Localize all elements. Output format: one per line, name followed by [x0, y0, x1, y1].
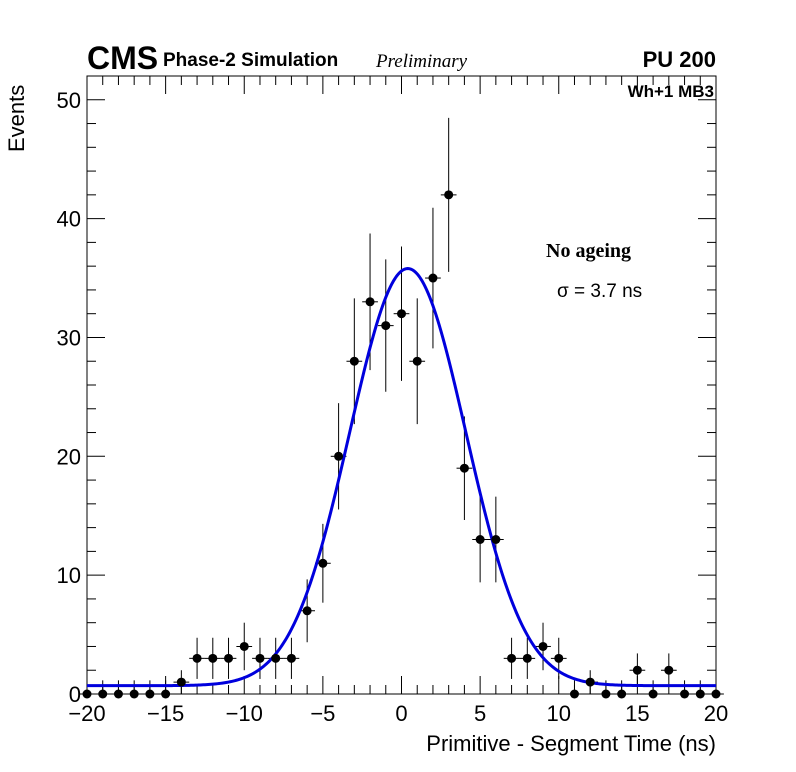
- x-tick-label: −15: [147, 701, 184, 726]
- y-tick-label: 30: [57, 325, 81, 350]
- data-point: [632, 665, 642, 675]
- ageing-label: No ageing: [546, 240, 631, 262]
- cms-logo: CMS: [87, 40, 159, 76]
- data-point: [554, 653, 564, 663]
- data-point: [428, 273, 438, 283]
- data-point: [711, 689, 721, 699]
- data-point: [192, 653, 202, 663]
- x-tick-label: 5: [474, 701, 486, 726]
- x-tick-labels: −20 −15 −10 −5 0 5 10 15 20: [68, 701, 728, 726]
- data-point: [695, 689, 705, 699]
- station-label: Wh+1 MB3: [627, 82, 714, 101]
- error-bars: [79, 117, 724, 695]
- x-tick-label: 20: [704, 701, 728, 726]
- gaussian-fit-curve: [87, 267, 716, 688]
- y-tick-label: 40: [57, 207, 81, 232]
- y-tick-label: 0: [69, 682, 81, 707]
- data-point: [459, 463, 469, 473]
- x-tick-label: −5: [310, 701, 335, 726]
- data-point: [145, 689, 155, 699]
- data-point: [224, 653, 234, 663]
- data-point: [538, 641, 548, 651]
- data-point: [648, 689, 658, 699]
- data-point: [208, 653, 218, 663]
- data-point: [601, 689, 611, 699]
- data-point: [176, 677, 186, 687]
- y-tick-labels: 0 10 20 30 40 50: [57, 88, 81, 707]
- data-point: [680, 689, 690, 699]
- data-point: [412, 356, 422, 366]
- data-point: [271, 653, 281, 663]
- data-point: [129, 689, 139, 699]
- sigma-label: σ = 3.7 ns: [557, 281, 643, 302]
- pileup-label: PU 200: [642, 47, 716, 72]
- data-point: [397, 309, 406, 319]
- data-point: [82, 689, 92, 699]
- data-points: [82, 190, 721, 699]
- preliminary-label: Preliminary: [376, 51, 468, 72]
- data-point: [255, 653, 265, 663]
- data-point: [381, 321, 391, 331]
- data-point: [239, 641, 249, 651]
- x-tick-label: −10: [226, 701, 263, 726]
- data-point: [349, 356, 359, 366]
- x-tick-label: 0: [395, 701, 407, 726]
- y-tick-label: 50: [57, 88, 81, 113]
- x-tick-label: −20: [68, 701, 105, 726]
- data-point: [522, 653, 532, 663]
- data-point: [569, 689, 579, 699]
- data-point: [444, 190, 454, 200]
- data-point: [161, 689, 171, 699]
- x-tick-label: 15: [625, 701, 649, 726]
- x-axis-title: Primitive - Segment Time (ns): [426, 731, 716, 756]
- plot-frame: [86, 75, 717, 695]
- data-point: [585, 677, 595, 687]
- data-point: [318, 558, 328, 568]
- data-point: [507, 653, 517, 663]
- data-point: [113, 689, 123, 699]
- data-point: [475, 535, 485, 544]
- data-point: [491, 535, 501, 544]
- data-point: [334, 451, 344, 461]
- y-tick-label: 10: [57, 563, 81, 588]
- data-point: [98, 689, 108, 699]
- data-point: [365, 297, 375, 307]
- y-tick-label: 20: [57, 444, 81, 469]
- axis-ticks: [86, 75, 717, 695]
- y-axis-title: Events: [4, 84, 29, 152]
- data-point: [286, 653, 296, 663]
- data-point: [664, 665, 674, 675]
- simulation-label: Phase-2 Simulation: [163, 50, 339, 71]
- data-point: [617, 689, 627, 699]
- x-tick-label: 10: [547, 701, 571, 726]
- data-point: [302, 606, 312, 616]
